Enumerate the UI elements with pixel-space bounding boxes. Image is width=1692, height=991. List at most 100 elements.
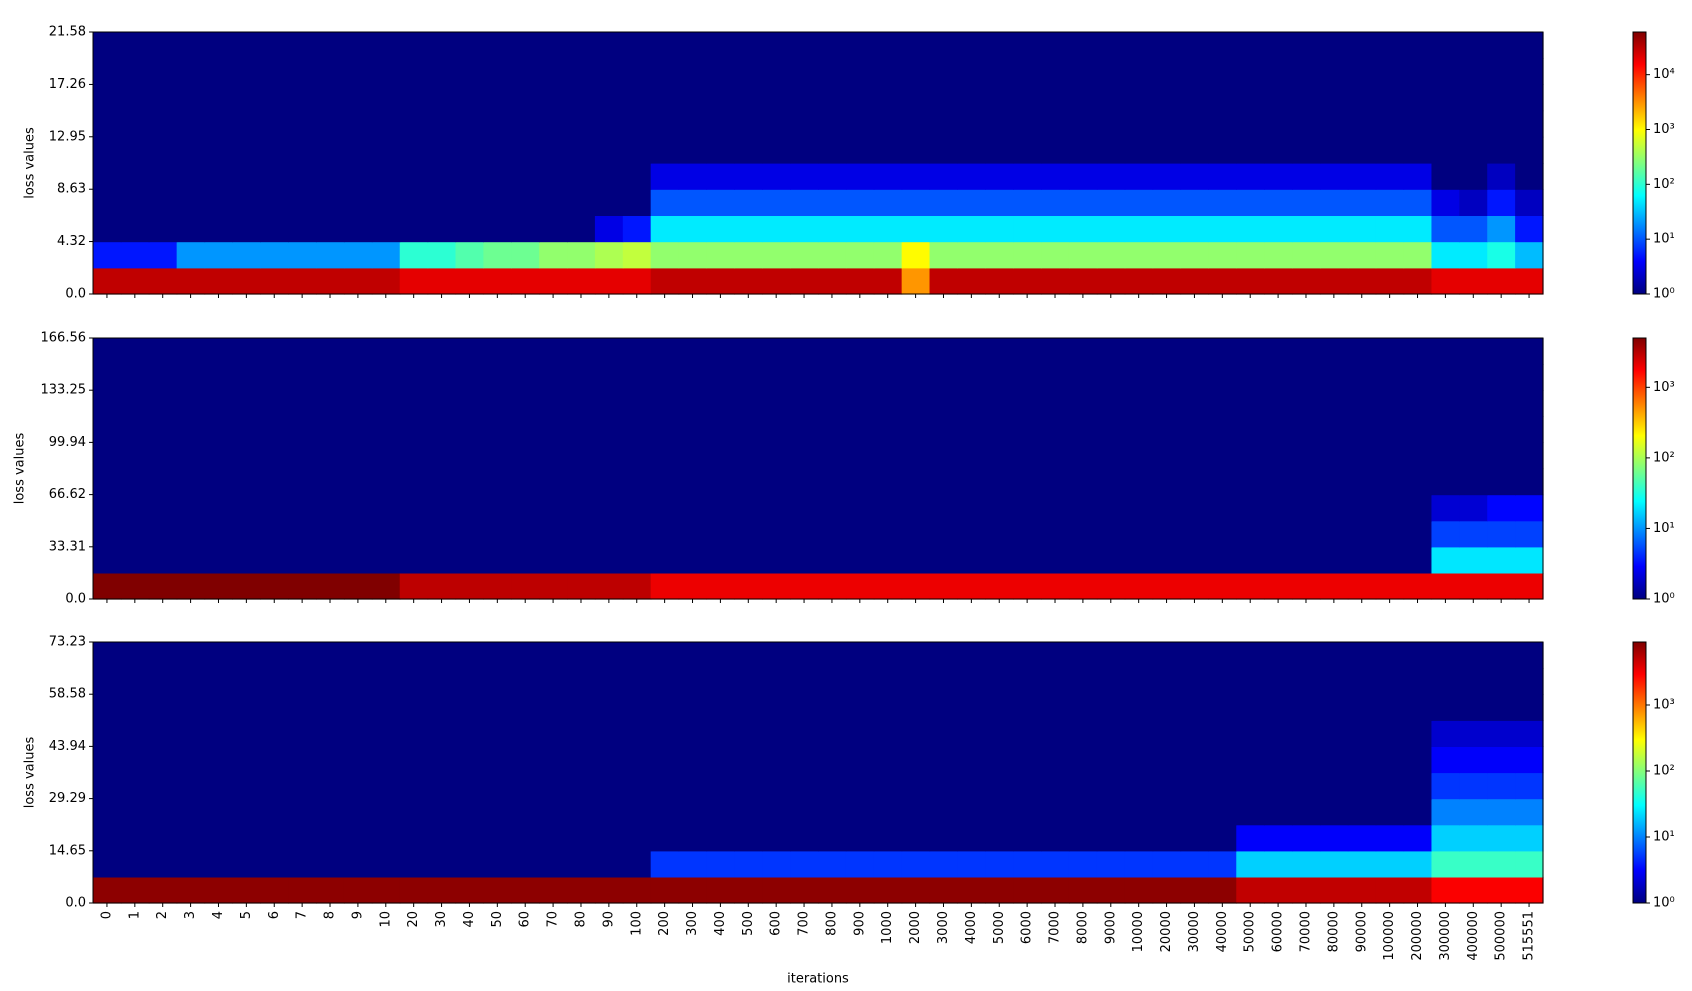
heatmap-cell (204, 163, 234, 190)
x-tick-label: 400 (713, 911, 728, 936)
heatmap-cell (678, 798, 708, 826)
heatmap-cell (427, 668, 457, 695)
heatmap-cell (232, 720, 261, 747)
heatmap-cell (594, 136, 624, 164)
heatmap-cell (1319, 189, 1349, 216)
heatmap-cell (929, 642, 959, 669)
heatmap-cell (762, 215, 791, 243)
heatmap-cell (985, 189, 1014, 216)
heatmap-cell (232, 642, 261, 669)
heatmap-cell (1375, 798, 1405, 826)
heatmap-cell (1515, 876, 1544, 904)
heatmap-cell (1180, 267, 1209, 295)
heatmap-cell (288, 746, 317, 774)
heatmap-cell (706, 163, 735, 190)
heatmap-cell (873, 442, 903, 470)
heatmap-cell (288, 189, 317, 216)
colorbar (1632, 31, 1647, 295)
heatmap-cell (1319, 468, 1349, 496)
heatmap-cell (511, 520, 540, 548)
heatmap-cell (594, 215, 624, 243)
heatmap-cell (929, 850, 959, 878)
heatmap-cell (1431, 84, 1460, 112)
heatmap-cell (399, 267, 429, 295)
heatmap-cell (455, 136, 484, 164)
heatmap-cell (120, 32, 150, 59)
heatmap-cell (539, 546, 568, 574)
heatmap-cell (1068, 338, 1098, 365)
heatmap-cell (1041, 746, 1070, 774)
heatmap-cell (148, 442, 178, 470)
heatmap-cell (1208, 110, 1237, 138)
heatmap-cell (399, 364, 429, 391)
heatmap-cell (1515, 136, 1544, 164)
heatmap-cell (594, 84, 624, 112)
heatmap-cell (594, 520, 624, 548)
heatmap-cell (845, 520, 875, 548)
heatmap-cell (120, 720, 150, 747)
heatmap-cell (1180, 416, 1209, 443)
heatmap-cell (1292, 520, 1321, 548)
heatmap-cell (232, 364, 261, 391)
heatmap-cell (845, 163, 875, 190)
heatmap-cell (1180, 642, 1209, 669)
heatmap-cell (1319, 136, 1349, 164)
heatmap-cell (399, 215, 429, 243)
x-tick-label: 90000 (1354, 911, 1369, 952)
heatmap-cell (148, 189, 178, 216)
heatmap-cell (483, 772, 512, 800)
heatmap-cell (901, 494, 931, 522)
heatmap-cell (1236, 215, 1265, 243)
heatmap-cell (845, 746, 875, 774)
heatmap-cell (929, 84, 959, 112)
heatmap-cell (343, 390, 373, 417)
heatmap-cell (1347, 642, 1377, 669)
heatmap-cell (1319, 520, 1349, 548)
heatmap-cell (1292, 798, 1321, 826)
heatmap-cell (678, 390, 708, 417)
heatmap-cell (1375, 694, 1405, 721)
heatmap-cell (957, 364, 986, 391)
heatmap-cell (120, 110, 150, 138)
heatmap-cell (511, 850, 540, 878)
heatmap-cell (1180, 215, 1209, 243)
heatmap-cell (1236, 876, 1265, 904)
heatmap-cell (316, 468, 345, 496)
heatmap-cell (371, 520, 401, 548)
heatmap-cell (929, 241, 959, 269)
heatmap-cell (120, 520, 150, 548)
heatmap-cell (734, 876, 763, 904)
heatmap-cell (483, 215, 512, 243)
heatmap-cell (1041, 520, 1070, 548)
heatmap-cell (427, 876, 457, 904)
heatmap-cell (762, 32, 791, 59)
heatmap-cell (1013, 442, 1042, 470)
heatmap-cell (567, 84, 596, 112)
heatmap-cell (762, 720, 791, 747)
x-tick-label: 100 (629, 911, 644, 936)
heatmap-cell (567, 338, 596, 365)
heatmap-cell (706, 850, 735, 878)
heatmap-cell (706, 442, 735, 470)
heatmap-cell (706, 390, 735, 417)
heatmap-cell (845, 572, 875, 600)
heatmap-cell (288, 546, 317, 574)
heatmap-cell (288, 136, 317, 164)
heatmap-cell (427, 364, 457, 391)
heatmap-cell (1041, 850, 1070, 878)
heatmap-cell (734, 338, 763, 365)
heatmap-cell (148, 267, 178, 295)
heatmap-cell (1515, 267, 1544, 295)
heatmap-cell (316, 364, 345, 391)
x-tick-label: 5000 (992, 911, 1007, 944)
y-tick-label: 0.0 (65, 896, 86, 911)
heatmap-cell (1180, 32, 1209, 59)
x-tick-label: 8 (323, 911, 338, 919)
heatmap-cell (650, 746, 680, 774)
heatmap-cell (343, 668, 373, 695)
heatmap-cell (901, 694, 931, 721)
heatmap-cell (455, 694, 484, 721)
heatmap-cell (204, 520, 234, 548)
heatmap-cell (1208, 694, 1237, 721)
heatmap-cell (706, 416, 735, 443)
